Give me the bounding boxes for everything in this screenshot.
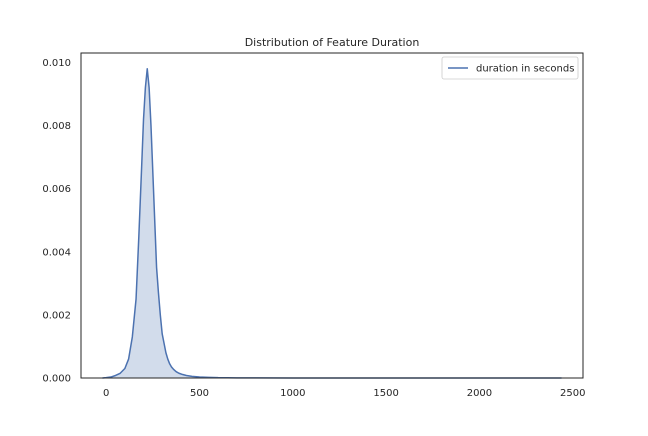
series-0-area — [102, 68, 562, 378]
x-tick-label: 2500 — [560, 388, 585, 399]
plot-frame — [80, 52, 584, 379]
y-tick-label: 0.000 — [42, 374, 71, 385]
x-tick-label: 1000 — [280, 388, 305, 399]
y-tick-label: 0.010 — [42, 58, 71, 69]
x-tick-label: 500 — [190, 388, 209, 399]
chart-title: Distribution of Feature Duration — [245, 36, 420, 49]
series-layer — [102, 68, 562, 379]
y-tick-label: 0.008 — [42, 121, 71, 132]
y-tick-label: 0.004 — [42, 247, 71, 258]
legend: duration in seconds — [441, 56, 579, 80]
series-0-line — [102, 68, 562, 379]
y-tick-label: 0.002 — [42, 310, 71, 321]
legend-label: duration in seconds — [476, 64, 574, 75]
y-tick-label: 0.006 — [42, 184, 71, 195]
legend-box — [441, 56, 579, 80]
y-axis: 0.000 0.002 0.004 0.006 0.008 0.010 — [42, 58, 71, 385]
x-tick-label: 1500 — [373, 388, 398, 399]
x-tick-label: 0 — [103, 388, 109, 399]
x-axis: 0 500 1000 1500 2000 2500 — [103, 388, 585, 399]
x-tick-label: 2000 — [467, 388, 492, 399]
